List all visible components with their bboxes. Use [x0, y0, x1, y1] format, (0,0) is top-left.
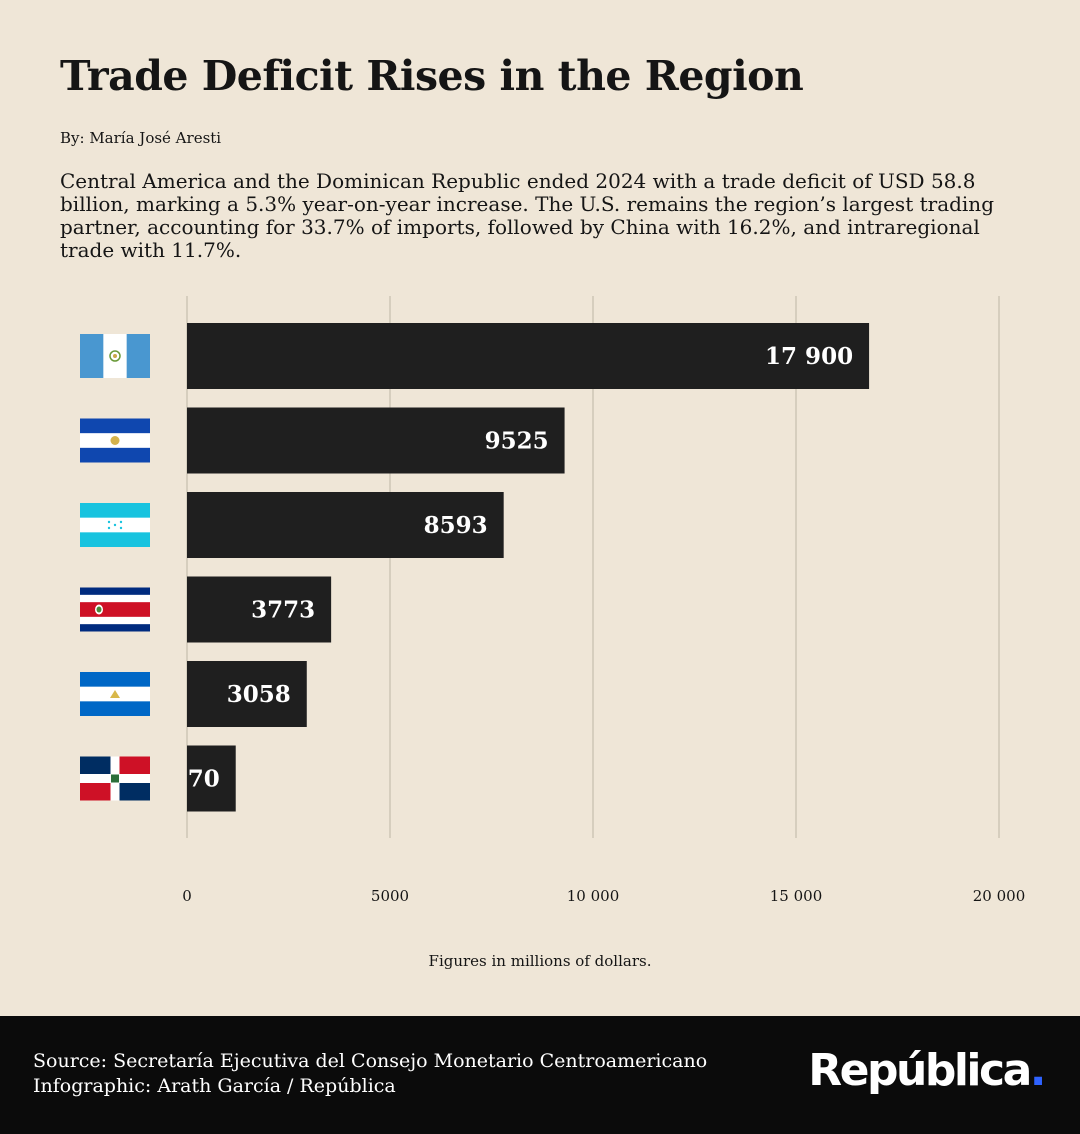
bar-chart: 0 5000 10 000 15 000 20 000 17 900 9525 8593 377…	[80, 296, 1026, 905]
data-label: 3058	[227, 681, 291, 708]
x-tick-label: 15 000	[770, 887, 823, 905]
data-label: 17 900	[765, 343, 853, 370]
x-tick-label: 20 000	[973, 887, 1026, 905]
logo-text: República	[808, 1045, 1032, 1096]
bar	[187, 407, 565, 474]
byline: By: María José Aresti	[60, 129, 222, 147]
nicaragua-flag-icon	[80, 672, 150, 716]
republica-logo: República.	[808, 1045, 1047, 1096]
units-note: Figures in millions of dollars.	[428, 952, 652, 970]
data-label: 70	[188, 766, 220, 793]
data-label: 9525	[485, 428, 549, 455]
source-text: Source: Secretaría Ejecutiva del Consejo…	[33, 1050, 708, 1072]
x-tick-label: 5000	[371, 887, 409, 905]
bar	[187, 323, 870, 389]
chart-subtitle: Central America and the Dominican Republ…	[60, 169, 994, 262]
el-salvador-flag-icon	[80, 418, 150, 463]
honduras-flag-icon	[80, 503, 150, 547]
logo-dot: .	[1029, 1045, 1047, 1096]
chart-title: Trade Deficit Rises in the Region	[60, 52, 804, 100]
guatemala-flag-icon	[80, 334, 150, 378]
credit-text: Infographic: Arath García / República	[33, 1075, 396, 1097]
bar	[187, 745, 236, 812]
bar	[187, 661, 307, 727]
x-tick-label: 10 000	[567, 887, 620, 905]
data-label: 3773	[251, 597, 315, 624]
x-tick-label: 0	[182, 887, 192, 905]
bar	[187, 576, 332, 643]
bar	[187, 492, 504, 558]
dominican-republic-flag-icon	[80, 756, 150, 801]
footer-bar	[0, 1016, 1080, 1134]
data-label: 8593	[424, 512, 488, 539]
costa-rica-flag-icon	[80, 587, 150, 632]
